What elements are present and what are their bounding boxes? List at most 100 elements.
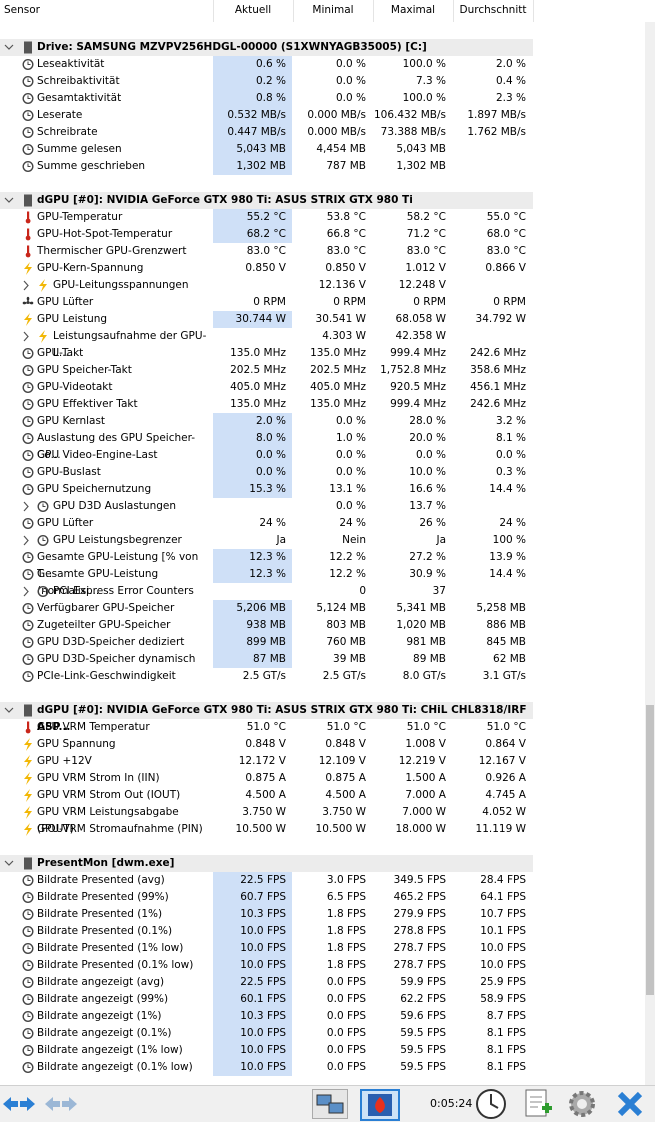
clock-icon xyxy=(22,126,34,139)
sensor-value: 1.012 V xyxy=(405,262,446,274)
sensor-group-title: Drive: SAMSUNG MZVPV256HDGL-00000 (S1XWN… xyxy=(37,41,427,53)
sensor-name: Bildrate angezeigt (0.1%) xyxy=(37,1027,172,1039)
clock-icon xyxy=(22,381,34,394)
sensor-value: 358.6 MHz xyxy=(470,364,526,376)
sensor-value: 12.136 V xyxy=(318,279,366,291)
sensor-row: GPU-Hot-Spot-Temperatur 68.2 °C 66.8 °C 71.… xyxy=(0,226,533,243)
sensor-value: 242.6 MHz xyxy=(470,347,526,359)
sensor-value: 803 MB xyxy=(326,619,366,631)
clock-icon xyxy=(22,1010,34,1023)
sensor-value: 999.4 MHz xyxy=(390,347,446,359)
sensor-value: 12.2 % xyxy=(329,551,366,563)
sensor-name: PCI Express Error Counters xyxy=(53,585,194,597)
sensor-value: 135.0 MHz xyxy=(230,347,286,359)
sensor-value: 1.897 MB/s xyxy=(467,109,526,121)
clock-icon xyxy=(22,874,34,887)
sensor-name: GPU-VRM Stromaufnahme (PIN) xyxy=(37,823,203,835)
sensor-value: 0.0 % xyxy=(335,75,366,87)
sensor-row: GPU-Temperatur 55.2 °C 53.8 °C 58.2 °C 55.0 … xyxy=(0,209,533,226)
sensor-name: GPU VRM Leistungsabgabe (POUT) xyxy=(37,806,179,835)
expand-toggle[interactable] xyxy=(20,279,32,292)
collapse-toggle[interactable] xyxy=(3,857,15,870)
column-header[interactable]: Sensor xyxy=(4,4,40,16)
sensor-value: 68.0 °C xyxy=(486,228,526,240)
sensor-value: 0.875 A xyxy=(245,772,286,784)
collapse-toggle[interactable] xyxy=(3,704,15,717)
sensor-value: 0.0 FPS xyxy=(326,1061,366,1073)
sensor-value: 10.0 FPS xyxy=(213,1059,292,1076)
voltage-icon xyxy=(39,279,47,292)
sensor-value: 18.000 W xyxy=(395,823,446,835)
sensor-value: 87 MB xyxy=(213,651,292,668)
thermometer-icon xyxy=(25,245,31,258)
sensor-value: Ja xyxy=(276,534,286,546)
sensor-name: Bildrate angezeigt (0.1% low) xyxy=(37,1061,193,1073)
clock-icon xyxy=(22,466,34,479)
clock-icon xyxy=(22,364,34,377)
column-header[interactable]: Minimal xyxy=(312,4,354,16)
sensor-value: 12.219 V xyxy=(398,755,446,767)
expand-toggle[interactable] xyxy=(20,534,32,547)
collapse-toggle[interactable] xyxy=(3,41,15,54)
sensor-value: 51.0 °C xyxy=(406,721,446,733)
expand-toggle[interactable] xyxy=(20,500,32,513)
sensor-value: 242.6 MHz xyxy=(470,398,526,410)
settings-button[interactable] xyxy=(564,1088,600,1120)
column-header[interactable]: Aktuell xyxy=(234,4,272,16)
voltage-icon xyxy=(24,262,32,275)
sensor-value: 135.0 MHz xyxy=(230,398,286,410)
sensor-row: GPU D3D Auslastungen 0.0 % 13.7 % xyxy=(0,498,533,515)
sensor-value: 20.0 % xyxy=(409,432,446,444)
sensor-row: Verfügbarer GPU-Speicher 5,206 MB 5,124 MB… xyxy=(0,600,533,617)
clock-icon xyxy=(22,976,34,989)
scroll-thumb[interactable] xyxy=(646,705,654,995)
sensor-value: 1.8 FPS xyxy=(326,942,366,954)
device-icon xyxy=(24,857,32,870)
report-button[interactable] xyxy=(520,1088,554,1120)
sensor-value: 0.2 % xyxy=(213,73,292,90)
expand-toggle[interactable] xyxy=(20,330,32,343)
sensor-name: Bildrate angezeigt (avg) xyxy=(37,976,165,988)
sensor-row: GPU-VRM Stromaufnahme (PIN) 10.500 W 10.50… xyxy=(0,821,533,838)
sensor-value: 4.500 A xyxy=(245,789,286,801)
sensor-name: GPU-Buslast xyxy=(37,466,101,478)
sensor-name: Schreibaktivität xyxy=(37,75,120,87)
sensor-name: Leistungsaufnahme der GPU-L... xyxy=(53,330,207,359)
close-button[interactable] xyxy=(612,1088,648,1120)
sensor-name: PCIe-Link-Geschwindigkeit xyxy=(37,670,176,682)
sensor-value: 1,302 MB xyxy=(213,158,292,175)
sensor-value: 10.500 W xyxy=(315,823,366,835)
sensor-value: 279.9 FPS xyxy=(393,908,446,920)
sensor-value: 886 MB xyxy=(486,619,526,631)
sensor-group-header: dGPU [#0]: NVIDIA GeForce GTX 980 Ti: AS… xyxy=(0,192,533,209)
clock-icon xyxy=(37,500,49,513)
sensor-value: 24 % xyxy=(339,517,366,529)
sensor-value: 4.500 A xyxy=(325,789,366,801)
sensor-log-button[interactable] xyxy=(360,1089,400,1121)
sensor-value xyxy=(453,141,532,158)
sensor-value: 8.1 % xyxy=(495,432,526,444)
clock-button[interactable] xyxy=(474,1088,508,1120)
clock-icon xyxy=(37,585,49,598)
nav-forward-button[interactable] xyxy=(44,1094,78,1114)
sensor-row: Bildrate angezeigt (0.1%) 10.0 FPS 0.0 FPS… xyxy=(0,1025,533,1042)
expand-toggle[interactable] xyxy=(20,585,32,598)
network-button[interactable] xyxy=(312,1089,348,1119)
sensor-value: 30.744 W xyxy=(213,311,292,328)
sensor-value: 5,341 MB xyxy=(396,602,446,614)
collapse-toggle[interactable] xyxy=(3,194,15,207)
clock-icon xyxy=(22,619,34,632)
clock-icon xyxy=(22,568,34,581)
sensor-value: 760 MB xyxy=(326,636,366,648)
sensor-value: 456.1 MHz xyxy=(470,381,526,393)
scrollbar[interactable] xyxy=(645,22,655,1085)
column-header[interactable]: Durchschnitt xyxy=(459,4,527,16)
nav-back-button[interactable] xyxy=(2,1094,36,1114)
column-header[interactable]: Maximal xyxy=(390,4,436,16)
sensor-value: 12.2 % xyxy=(329,568,366,580)
sensor-value: 7.000 W xyxy=(402,806,446,818)
sensor-name: Schreibrate xyxy=(37,126,98,138)
sensor-value: 12.248 V xyxy=(398,279,446,291)
sensor-value: 845 MB xyxy=(486,636,526,648)
